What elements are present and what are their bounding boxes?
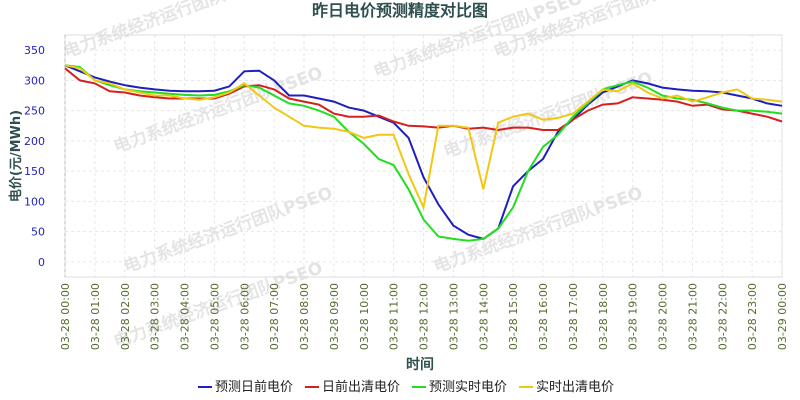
x-tick-label: 03-28 20:00 [657, 283, 670, 350]
watermark: 电力系统经济运行团队PSEO [61, 0, 276, 62]
x-tick-label: 03-28 00:00 [59, 283, 72, 350]
chart-title: 昨日电价预测精度对比图 [312, 1, 488, 20]
watermark: 电力系统经济运行团队PSEO [111, 62, 326, 157]
x-axis-label: 时间 [406, 356, 434, 373]
legend-label: 预测日前电价 [215, 379, 293, 395]
x-tick-label: 03-28 08:00 [298, 283, 311, 350]
x-tick-label: 03-28 13:00 [447, 283, 460, 350]
y-tick-label: 100 [24, 195, 45, 208]
y-tick-label: 350 [24, 44, 45, 57]
legend: 预测日前电价 日前出清电价 预测实时电价 实时出清电价 [198, 379, 614, 395]
y-tick-label: 300 [24, 74, 45, 87]
x-tick-label: 03-28 16:00 [537, 283, 550, 350]
y-tick-label: 150 [24, 165, 45, 178]
x-tick-label: 03-29 00:00 [776, 283, 789, 350]
series-line [64, 64, 783, 242]
legend-label: 日前出清电价 [322, 379, 400, 395]
x-tick-label: 03-28 01:00 [89, 283, 102, 350]
y-tick-label: 250 [24, 105, 45, 118]
x-tick-label: 03-28 11:00 [388, 283, 401, 350]
x-tick-label: 03-28 14:00 [477, 283, 490, 350]
x-tick-label: 03-28 21:00 [686, 283, 699, 350]
x-tick-label: 03-28 10:00 [358, 283, 371, 350]
series-line [64, 64, 783, 211]
y-tick-label: 50 [31, 226, 45, 239]
x-tick-label: 03-28 04:00 [179, 283, 192, 350]
x-tick-label: 03-28 07:00 [268, 283, 281, 350]
x-tick-label: 03-28 09:00 [328, 283, 341, 350]
x-tick-label: 03-28 02:00 [119, 283, 132, 350]
x-tick-label: 03-28 17:00 [567, 283, 580, 350]
x-tick-label: 03-28 23:00 [746, 283, 759, 350]
x-tick-label: 03-28 15:00 [507, 283, 520, 350]
watermark: 电力系统经济运行团队PSEO [431, 182, 646, 277]
x-tick-label: 03-28 05:00 [208, 283, 221, 350]
y-tick-label: 200 [24, 135, 45, 148]
legend-label: 实时出清电价 [536, 380, 614, 395]
x-tick-label: 03-28 22:00 [716, 283, 729, 350]
x-tick-label: 03-28 03:00 [149, 283, 162, 350]
x-tick-label: 03-28 18:00 [597, 283, 610, 350]
legend-label: 预测实时电价 [429, 380, 507, 395]
x-tick-label: 03-28 12:00 [418, 283, 431, 350]
x-tick-label: 03-28 06:00 [238, 283, 251, 350]
y-axis-label: 电价(元/MWh) [8, 110, 24, 202]
series-line [64, 64, 783, 240]
y-tick-label: 0 [38, 256, 45, 269]
x-tick-label: 03-28 19:00 [627, 283, 640, 350]
